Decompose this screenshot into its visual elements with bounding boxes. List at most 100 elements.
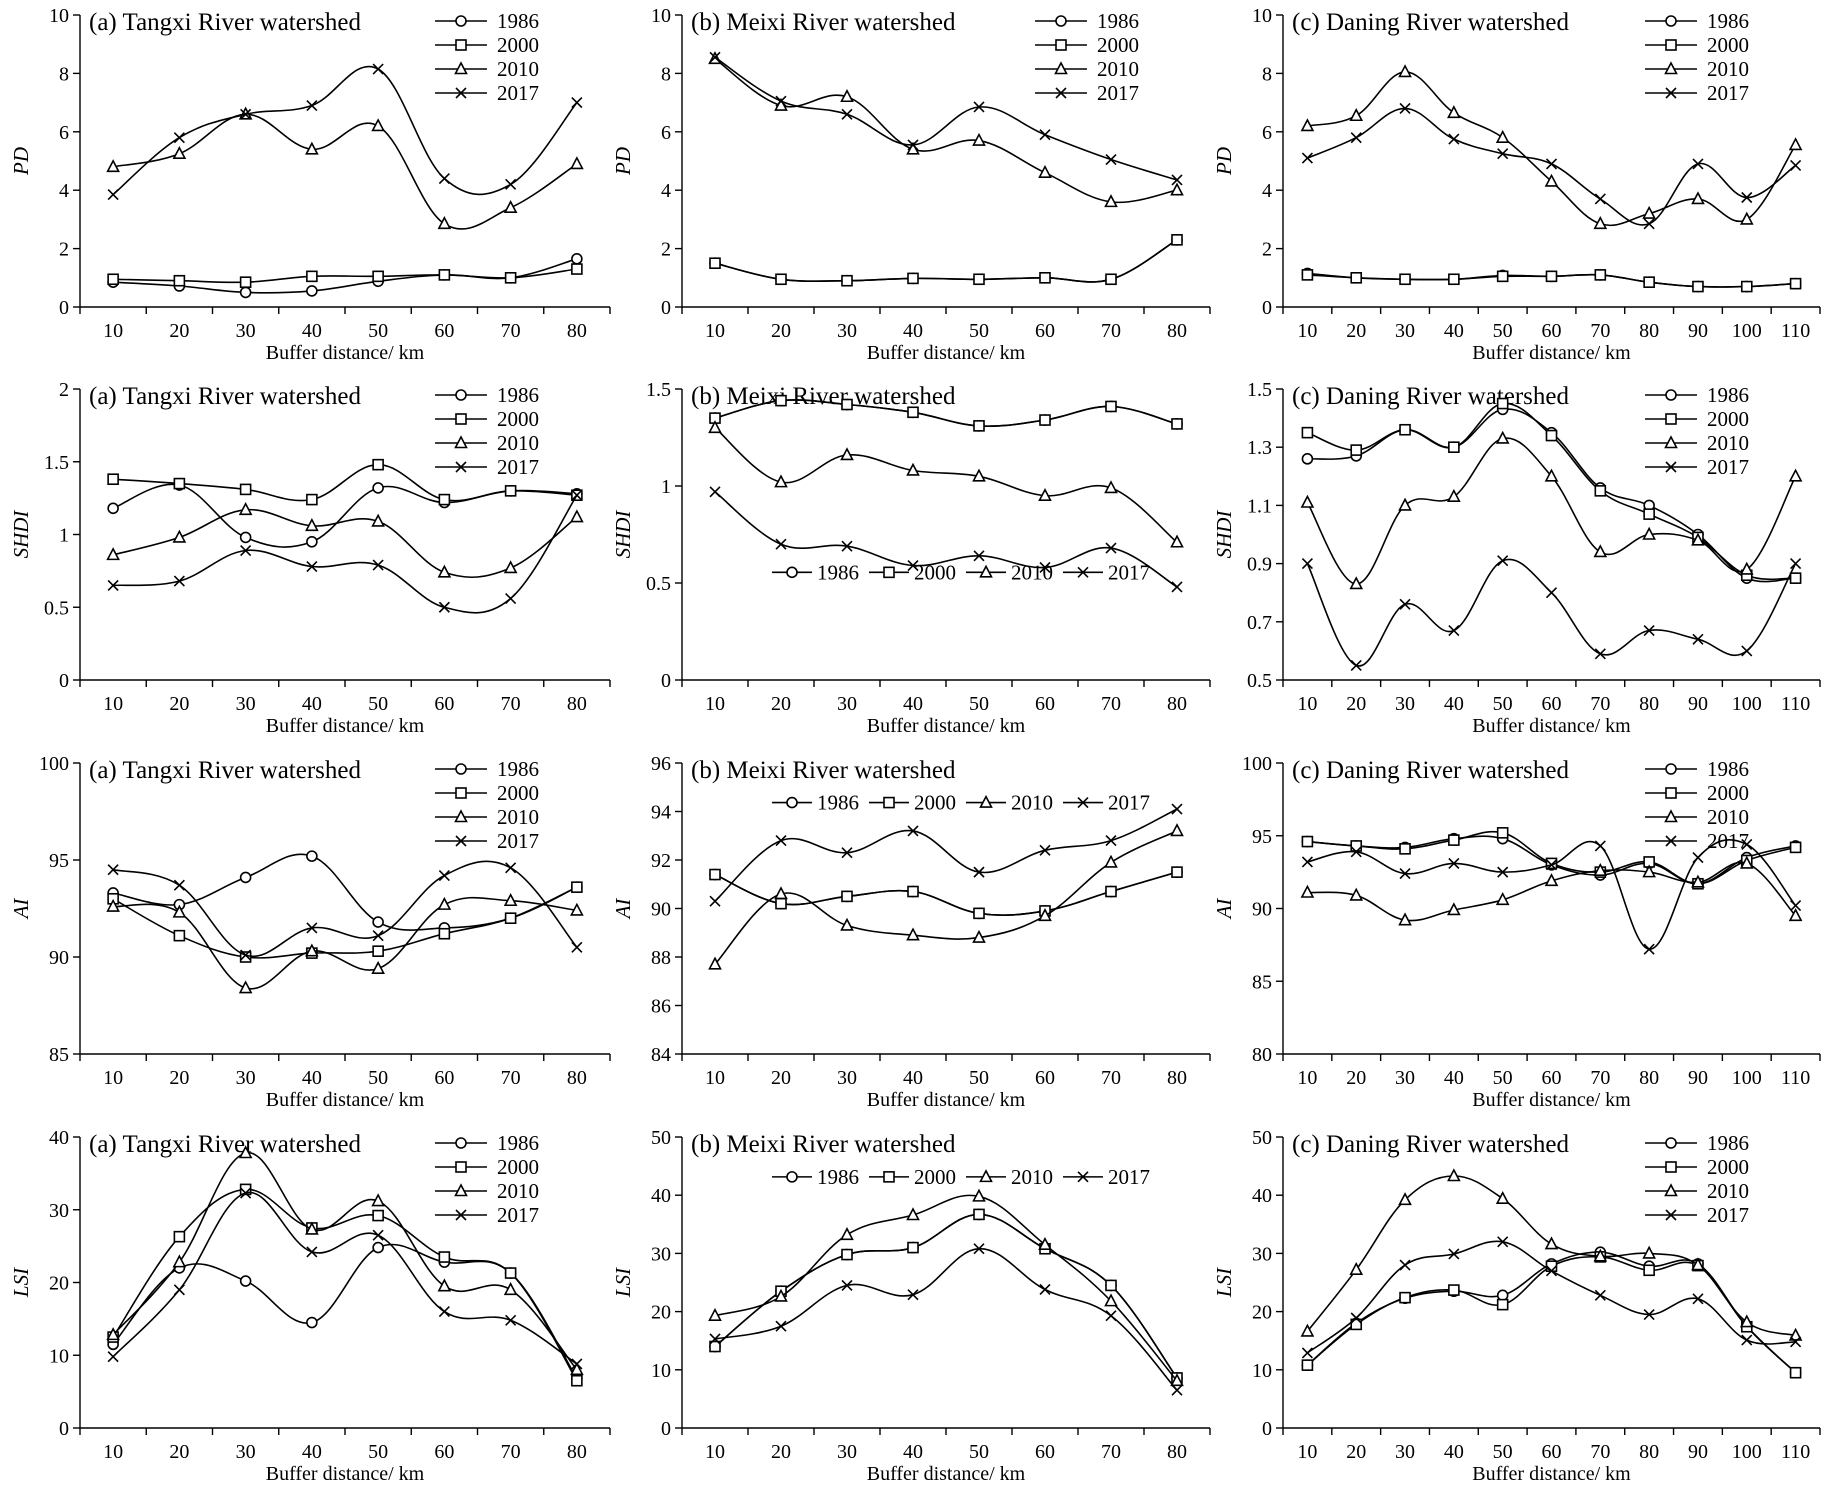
series-line-2000 xyxy=(714,871,1178,916)
x-tick-label: 50 xyxy=(969,320,989,342)
y-axis-title: AI xyxy=(9,898,33,921)
data-point-2017 xyxy=(1448,1248,1460,1260)
data-point-2017 xyxy=(907,825,919,837)
series-2017 xyxy=(709,51,1183,186)
x-tick-label: 60 xyxy=(434,693,454,715)
data-point-2017 xyxy=(1790,1336,1802,1348)
data-point-2017 xyxy=(1301,558,1313,570)
series-2017 xyxy=(709,803,1183,907)
data-point-2010 xyxy=(1691,874,1705,888)
legend-label-2000: 2000 xyxy=(1707,407,1749,431)
legend-marker-2010 xyxy=(454,435,468,449)
data-point-2010 xyxy=(708,420,722,434)
data-point-2000 xyxy=(1496,397,1509,410)
data-point-2010 xyxy=(1788,137,1803,151)
legend-label-2000: 2000 xyxy=(1707,33,1749,57)
legend-marker-2010 xyxy=(454,1183,468,1197)
data-point-2000 xyxy=(1789,1366,1802,1379)
data-point-2010 xyxy=(570,1362,584,1376)
data-point-2000 xyxy=(372,945,384,957)
series-2017 xyxy=(709,486,1183,593)
legend-label-2010: 2010 xyxy=(1707,431,1749,455)
data-point-2017 xyxy=(1790,900,1802,912)
data-point-2000 xyxy=(306,493,318,506)
chart-panel-ai-2: 84 86 88 90 92 94 96 10 20 30 40 50 60 70 80 Buffer dis… xyxy=(611,753,1211,1111)
data-point-2010 xyxy=(570,156,584,170)
x-tick-label: 50 xyxy=(368,1067,388,1089)
y-tick-label: 1.5 xyxy=(646,379,671,401)
data-point-2010 xyxy=(1691,191,1705,205)
x-tick-label: 80 xyxy=(1167,1441,1187,1463)
data-point-2010 xyxy=(1038,1236,1052,1250)
series-2010 xyxy=(1300,1168,1803,1341)
x-tick-label: 60 xyxy=(434,1441,454,1463)
data-point-2017 xyxy=(107,864,119,876)
data-point-2010 xyxy=(1038,908,1052,922)
legend-marker-2010 xyxy=(1054,61,1068,75)
data-point-2010 xyxy=(1170,823,1184,837)
y-tick-label: 0.5 xyxy=(646,573,671,595)
panel-title: (a) Tangxi River watershed xyxy=(89,9,361,36)
data-point-2000 xyxy=(1789,841,1802,854)
legend-label-2000: 2000 xyxy=(1707,781,1749,805)
legend-marker-1986 xyxy=(786,1171,798,1183)
data-point-2017 xyxy=(306,1246,318,1258)
x-tick-label: 80 xyxy=(1639,1441,1659,1463)
data-point-2017 xyxy=(107,189,119,201)
x-tick-label: 70 xyxy=(1590,693,1610,715)
data-point-2017 xyxy=(1399,868,1411,880)
data-point-2000 xyxy=(1350,444,1363,456)
y-tick-label: 10 xyxy=(49,1345,69,1367)
data-point-2010 xyxy=(437,216,452,230)
legend-label-1986: 1986 xyxy=(817,560,859,584)
x-tick-label: 50 xyxy=(1493,693,1513,715)
x-tick-label: 40 xyxy=(1444,1067,1464,1089)
data-point-2017 xyxy=(571,97,583,109)
data-point-2010 xyxy=(840,917,854,931)
data-point-2017 xyxy=(240,1187,252,1199)
data-point-2010 xyxy=(1544,468,1559,482)
data-point-2000 xyxy=(1301,835,1314,848)
data-point-2017 xyxy=(1039,561,1051,574)
chart-panel-ai-3: 80 85 90 95 100 10 20 30 40 50 60 70 80 90 100 110 Buffe… xyxy=(1212,753,1821,1111)
x-tick-label: 10 xyxy=(103,1441,123,1463)
legend-marker-2017 xyxy=(455,1209,467,1221)
data-point-2010 xyxy=(503,560,518,574)
legend-label-1986: 1986 xyxy=(1707,9,1749,33)
series-line-2017 xyxy=(1306,558,1797,667)
x-tick-label: 70 xyxy=(1590,1067,1610,1089)
data-point-2010 xyxy=(1300,884,1315,898)
data-point-2000 xyxy=(173,1230,186,1243)
legend-marker-2000 xyxy=(883,1171,895,1183)
x-tick-label: 40 xyxy=(302,320,322,342)
data-point-2010 xyxy=(1495,892,1510,906)
data-point-2000 xyxy=(775,394,787,407)
y-tick-label: 10 xyxy=(651,1360,671,1382)
series-line-2017 xyxy=(1307,107,1797,226)
x-tick-label: 60 xyxy=(1542,693,1562,715)
data-point-2010 xyxy=(371,960,385,974)
panel-title: (c) Daning River watershed xyxy=(1292,383,1569,410)
data-point-2017 xyxy=(1350,132,1362,144)
data-point-2010 xyxy=(1739,855,1754,869)
y-tick-label: 2 xyxy=(59,379,69,401)
data-point-2017 xyxy=(372,930,384,942)
y-tick-label: 50 xyxy=(651,1127,671,1149)
data-point-2000 xyxy=(973,420,985,432)
data-point-2010 xyxy=(708,956,722,970)
panel-title: (c) Daning River watershed xyxy=(1292,9,1569,36)
series-2017 xyxy=(1301,102,1802,230)
x-tick-label: 20 xyxy=(771,1441,791,1463)
legend-label-2000: 2000 xyxy=(497,33,539,57)
data-point-2017 xyxy=(1171,581,1183,593)
x-tick-label: 80 xyxy=(1167,1067,1187,1089)
data-point-1986 xyxy=(372,916,384,928)
data-point-2000 xyxy=(1171,418,1183,430)
legend: 1986 2000 2010 2017 xyxy=(772,560,1150,584)
data-point-2000 xyxy=(571,1374,583,1387)
chart-panel-pd-2: 0 2 4 6 8 10 10 20 30 40 50 60 70 80 Buffer distance/ … xyxy=(611,5,1211,364)
data-point-2017 xyxy=(438,1306,450,1318)
x-tick-label: 60 xyxy=(1035,1067,1055,1089)
data-point-2017 xyxy=(775,1320,787,1332)
data-point-2017 xyxy=(306,922,318,934)
